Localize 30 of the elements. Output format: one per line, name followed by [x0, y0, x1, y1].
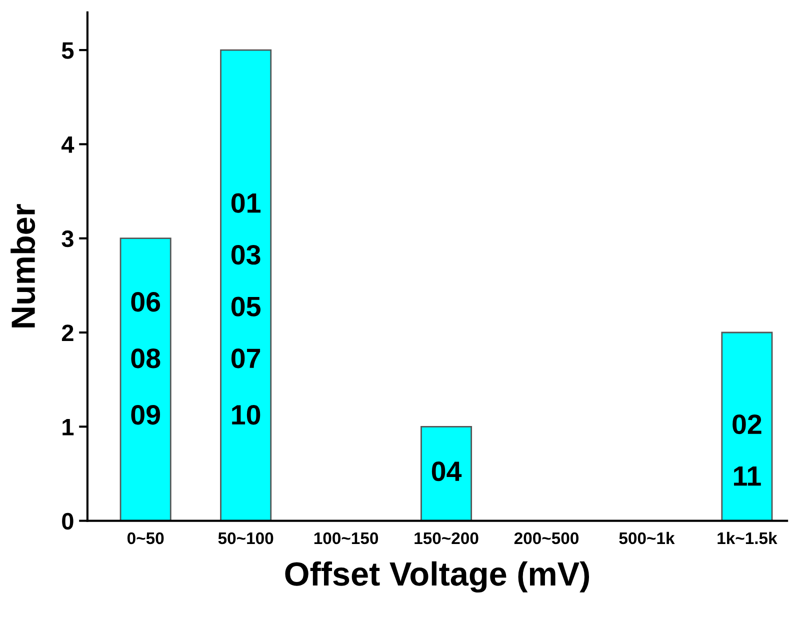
annotation: 11: [734, 466, 761, 486]
y-axis-title: Number: [10, 204, 36, 328]
annotation: 06: [131, 292, 160, 312]
annotation: 04: [432, 462, 462, 482]
x-tick-label: 1k~1.5k: [718, 532, 778, 544]
annotation: 10: [232, 405, 260, 425]
x-tick-label: 150~200: [414, 532, 478, 544]
annotation: 05: [231, 296, 260, 316]
y-tick-label: 3: [62, 230, 74, 248]
bar: [721, 332, 773, 521]
y-tick-label: 2: [62, 324, 74, 342]
y-tick-label: 5: [62, 42, 74, 59]
x-tick-label: 50~100: [218, 532, 274, 544]
annotation: 01: [231, 193, 260, 213]
annotation: 09: [131, 405, 160, 425]
bar: [220, 49, 272, 521]
annotation: 07: [231, 348, 260, 368]
x-tick-label: 200~500: [514, 532, 578, 544]
y-tick-label: 4: [61, 136, 74, 153]
x-tick-label: 500~1k: [619, 532, 675, 544]
bar: [120, 238, 172, 521]
bar: [420, 426, 472, 521]
x-tick-label: 0~50: [127, 532, 164, 544]
x-tick-label: 100~150: [314, 532, 378, 544]
y-tick-label: 1: [62, 418, 74, 436]
y-tick-label: 0: [62, 512, 74, 530]
x-axis-title: Offset Voltage (mV): [285, 561, 590, 593]
annotation: 08: [131, 348, 160, 368]
annotation: 02: [732, 414, 762, 434]
annotation: 03: [231, 244, 260, 265]
